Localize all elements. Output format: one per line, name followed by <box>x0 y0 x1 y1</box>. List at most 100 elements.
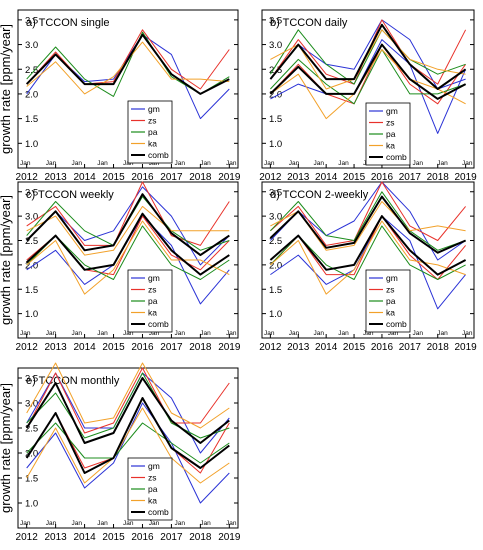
x-minor-label: Jan <box>149 520 160 527</box>
series-line-pa <box>269 29 466 85</box>
y-tick-label: 1.0 <box>25 499 38 510</box>
x-minor-label: Jan <box>97 520 108 527</box>
x-minor-label: Jan <box>46 330 57 337</box>
x-minor-label: Jan <box>72 330 83 337</box>
series-line-comb <box>25 33 230 95</box>
chart-panel-1: a) TCCON single 1.0 1.5 2.0 2.5 3.0 3.5 2012 201… <box>0 9 241 183</box>
series-line-comb <box>25 397 230 474</box>
x-minor-label: Jan <box>200 520 211 527</box>
y-tick-label: 3.5 <box>269 187 282 198</box>
legend-label-pa: pa <box>148 484 158 494</box>
x-minor-label: Jan <box>149 330 160 337</box>
plot-frame <box>17 9 239 169</box>
legend-label-ka: ka <box>148 308 157 318</box>
plot-frame <box>261 9 475 169</box>
x-minor-label: Jan <box>175 330 186 337</box>
x-tick-label: 2019 <box>455 172 478 183</box>
x-minor-label: Jan <box>123 160 134 167</box>
x-minor-label: Jan <box>226 330 237 337</box>
x-tick-label: 2018 <box>189 532 212 543</box>
series-line-gm <box>270 215 466 310</box>
y-tick-label: 1.5 <box>25 285 38 296</box>
series-line-pa <box>26 372 230 439</box>
x-tick-label: 2019 <box>218 342 241 353</box>
x-minor-label: Jan <box>264 160 275 167</box>
x-tick-label: 2014 <box>315 172 338 183</box>
x-minor-label: Jan <box>314 160 325 167</box>
series-line-comb <box>26 212 230 276</box>
series-line-ka <box>26 205 230 256</box>
y-tick-label: 3.5 <box>25 187 38 198</box>
x-tick-label: 2013 <box>287 342 310 353</box>
x-minor-label: Jan <box>46 160 57 167</box>
plot-frame <box>17 367 239 529</box>
plot-frame <box>17 181 239 339</box>
x-minor-label: Jan <box>289 330 300 337</box>
legend-label-comb: comb <box>386 319 407 329</box>
x-minor-label: Jan <box>413 330 424 337</box>
series-line-zs <box>26 367 230 434</box>
y-axis-label: growth rate [ppm/year] <box>0 383 13 513</box>
series-line-gm <box>270 39 467 134</box>
series-line-zs <box>26 181 230 246</box>
series-line-pa <box>270 191 466 251</box>
legend-label-zs: zs <box>386 118 395 128</box>
y-tick-label: 1.0 <box>25 139 38 150</box>
x-minor-label: Jan <box>97 330 108 337</box>
y-tick-label: 1.5 <box>269 114 282 125</box>
x-tick-label: 2013 <box>45 532 68 543</box>
y-tick-label: 2.5 <box>269 236 282 247</box>
y-tick-label: 3.0 <box>25 40 38 51</box>
legend-label-ka: ka <box>386 141 395 151</box>
x-minor-label: Jan <box>46 520 57 527</box>
x-tick-label: 2018 <box>189 172 212 183</box>
series-line-comb <box>25 193 230 257</box>
x-tick-label: 2018 <box>427 342 450 353</box>
y-tick-label: 1.5 <box>25 114 38 125</box>
x-tick-label: 2015 <box>102 532 125 543</box>
x-minor-label: Jan <box>72 520 83 527</box>
x-tick-label: 2015 <box>102 342 125 353</box>
y-tick-label: 3.5 <box>269 15 282 26</box>
x-tick-label: 2012 <box>259 172 282 183</box>
series-line-ka <box>26 41 230 95</box>
x-tick-label: 2014 <box>73 342 96 353</box>
x-tick-label: 2017 <box>160 532 183 543</box>
y-tick-label: 1.5 <box>269 285 282 296</box>
legend-label-zs: zs <box>148 116 157 126</box>
x-minor-label: Jan <box>314 330 325 337</box>
x-minor-label: Jan <box>123 520 134 527</box>
legend-label-comb: comb <box>148 319 169 329</box>
series-line-ka <box>270 220 466 295</box>
y-tick-label: 3.5 <box>25 15 38 26</box>
x-tick-label: 2017 <box>399 172 422 183</box>
x-minor-label: Jan <box>437 160 448 167</box>
chart-title: e) TCCON monthly <box>26 375 120 387</box>
chart-panel-3: c) TCCON weekly 1.0 1.5 2.0 2.5 3.0 3.5 2012 201… <box>0 181 241 353</box>
legend-label-ka: ka <box>148 139 157 149</box>
x-tick-label: 2016 <box>131 532 154 543</box>
y-tick-label: 2.0 <box>25 89 38 100</box>
x-minor-label: Jan <box>388 330 399 337</box>
chart-title: d) TCCON 2-weekly <box>270 189 369 201</box>
legend-label-zs: zs <box>148 285 157 295</box>
x-tick-label: 2016 <box>131 342 154 353</box>
y-tick-label: 2.5 <box>25 65 38 76</box>
x-tick-label: 2012 <box>16 342 39 353</box>
series-line-gm <box>270 181 466 261</box>
y-tick-label: 2.0 <box>269 260 282 271</box>
x-minor-label: Jan <box>289 160 300 167</box>
y-tick-label: 3.0 <box>269 212 282 223</box>
legend-label-comb: comb <box>386 152 407 162</box>
x-minor-label: Jan <box>72 160 83 167</box>
x-minor-label: Jan <box>462 160 473 167</box>
y-tick-label: 1.0 <box>269 139 282 150</box>
y-tick-label: 3.5 <box>25 374 38 385</box>
x-minor-label: Jan <box>20 160 31 167</box>
x-minor-label: Jan <box>413 160 424 167</box>
x-tick-label: 2012 <box>16 172 39 183</box>
